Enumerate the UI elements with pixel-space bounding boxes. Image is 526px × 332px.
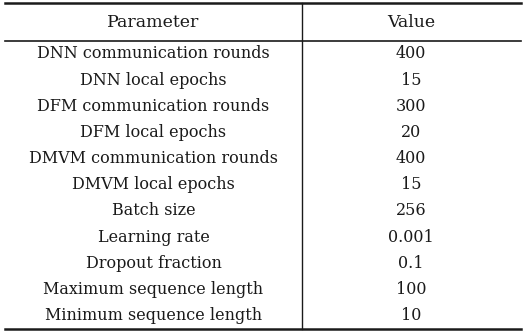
Text: Learning rate: Learning rate: [97, 228, 209, 246]
Text: Value: Value: [387, 14, 435, 31]
Text: 0.001: 0.001: [388, 228, 434, 246]
Text: 20: 20: [401, 124, 421, 141]
Text: DNN local epochs: DNN local epochs: [80, 71, 227, 89]
Text: 256: 256: [396, 203, 427, 219]
Text: 400: 400: [396, 45, 427, 62]
Text: 0.1: 0.1: [399, 255, 424, 272]
Text: Minimum sequence length: Minimum sequence length: [45, 307, 262, 324]
Text: 15: 15: [401, 71, 421, 89]
Text: DNN communication rounds: DNN communication rounds: [37, 45, 270, 62]
Text: Maximum sequence length: Maximum sequence length: [44, 281, 264, 298]
Text: DMVM local epochs: DMVM local epochs: [72, 176, 235, 193]
Text: 10: 10: [401, 307, 421, 324]
Text: 300: 300: [396, 98, 427, 115]
Text: Dropout fraction: Dropout fraction: [86, 255, 221, 272]
Text: DFM communication rounds: DFM communication rounds: [37, 98, 270, 115]
Text: DFM local epochs: DFM local epochs: [80, 124, 227, 141]
Text: 100: 100: [396, 281, 427, 298]
Text: Parameter: Parameter: [107, 14, 200, 31]
Text: 15: 15: [401, 176, 421, 193]
Text: DMVM communication rounds: DMVM communication rounds: [29, 150, 278, 167]
Text: Batch size: Batch size: [112, 203, 195, 219]
Text: 400: 400: [396, 150, 427, 167]
